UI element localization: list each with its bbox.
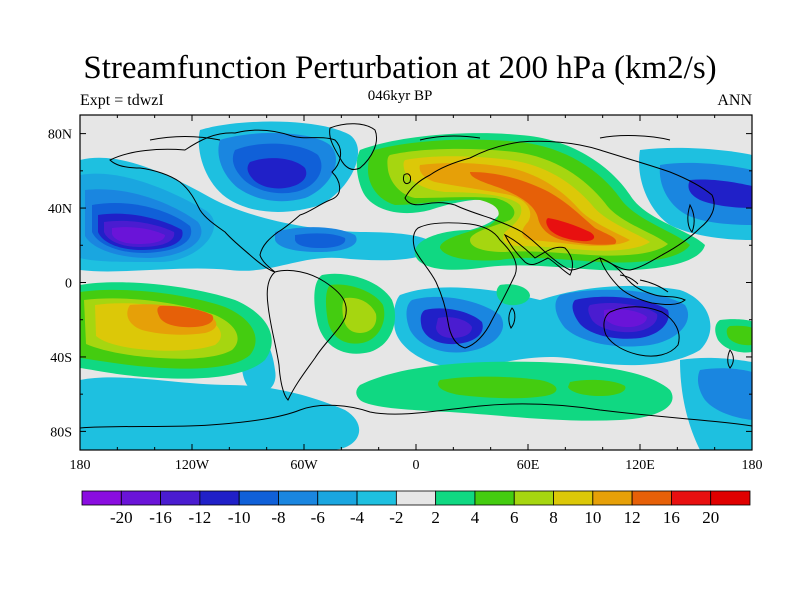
coast-antarctica bbox=[80, 403, 752, 429]
season-label: ANN bbox=[717, 92, 752, 109]
colorbar-swatch bbox=[356, 490, 397, 506]
colorbar-label: 4 bbox=[471, 508, 480, 527]
x-tick-label: 60W bbox=[290, 458, 318, 473]
colorbar-swatch bbox=[317, 490, 358, 506]
colorbar-label: -10 bbox=[228, 508, 251, 527]
coast-arctic-islands bbox=[149, 135, 671, 141]
contour-eu-p20 bbox=[546, 218, 595, 242]
colorbar-swatch bbox=[671, 490, 712, 506]
colorbar-swatch bbox=[435, 490, 476, 506]
coast-new-zealand bbox=[727, 349, 734, 369]
contour-wp-m10 bbox=[688, 179, 752, 208]
colorbar-swatch bbox=[160, 490, 201, 506]
coastlines bbox=[80, 123, 752, 429]
x-tick-label: 60E bbox=[517, 458, 540, 473]
contour-at-m8 bbox=[295, 233, 346, 248]
colorbar-label: 8 bbox=[549, 508, 558, 527]
colorbar-swatch bbox=[631, 490, 672, 506]
colorbar-label: -4 bbox=[350, 508, 365, 527]
coast-north-america bbox=[109, 129, 342, 273]
colorbar-label: 2 bbox=[431, 508, 440, 527]
contour-ca-m12 bbox=[247, 158, 307, 189]
contour-se-m6 bbox=[697, 368, 752, 420]
y-tick-label: 40N bbox=[48, 202, 72, 217]
coast-madagascar bbox=[508, 307, 516, 329]
colorbar-swatch bbox=[474, 490, 515, 506]
x-tick-label: 120W bbox=[175, 458, 210, 473]
contour-eu-p16 bbox=[470, 172, 617, 245]
coast-uk bbox=[403, 173, 411, 185]
colorbar-swatch bbox=[553, 490, 594, 506]
contour-ep-p4 bbox=[726, 325, 752, 346]
contour-so-p4b bbox=[568, 379, 626, 396]
colorbar-label: 12 bbox=[624, 508, 641, 527]
colorbar-swatch bbox=[199, 490, 240, 506]
x-tick-label: 120E bbox=[625, 458, 655, 473]
contour-saf-m12 bbox=[436, 317, 472, 338]
y-tick-label: 40S bbox=[50, 351, 72, 366]
contour-sa-p8 bbox=[342, 297, 377, 333]
colorbar-label: -8 bbox=[271, 508, 285, 527]
x-tick-label: 0 bbox=[413, 458, 420, 473]
colorbar-label: -20 bbox=[110, 508, 133, 527]
colorbar-label: -12 bbox=[189, 508, 212, 527]
colorbar-label: 6 bbox=[510, 508, 519, 527]
colorbar-label: 10 bbox=[584, 508, 601, 527]
coast-eurasia bbox=[404, 140, 715, 271]
x-tick-label: 180 bbox=[70, 458, 91, 473]
colorbar-label: -16 bbox=[149, 508, 172, 527]
coast-se-asia bbox=[599, 257, 686, 306]
colorbar-swatch bbox=[120, 490, 161, 506]
colorbar-label: 20 bbox=[702, 508, 719, 527]
coast-indonesia bbox=[619, 274, 669, 293]
colorbar-label: -2 bbox=[389, 508, 403, 527]
colorbar-swatch bbox=[278, 490, 319, 506]
y-tick-label: 80N bbox=[48, 128, 72, 143]
colorbar-swatch bbox=[592, 490, 633, 506]
y-tick-label: 0 bbox=[65, 277, 72, 292]
colorbar: -20 -16 -12 -10 -8 -6 -4 -2 2 4 6 8 10 12 16 20 bbox=[81, 490, 751, 527]
colorbar-swatch bbox=[710, 490, 751, 506]
x-tick-label: 180 bbox=[742, 458, 763, 473]
contour-sp-m2 bbox=[80, 377, 360, 450]
time-label: 046kyr BP bbox=[367, 88, 433, 104]
coast-australia bbox=[603, 306, 680, 357]
colorbar-label: -6 bbox=[311, 508, 325, 527]
colorbar-swatch bbox=[81, 490, 122, 506]
experiment-label: Expt = tdwzI bbox=[80, 92, 164, 109]
axis-ticks: 180 120W 60W 0 60E 120E 180 80N 40N 0 40S 80S bbox=[48, 115, 763, 473]
colorbar-label: 16 bbox=[663, 508, 680, 527]
y-tick-label: 80S bbox=[50, 425, 72, 440]
coast-africa bbox=[412, 222, 517, 349]
contour-spp-p16 bbox=[157, 305, 214, 328]
coast-greenland bbox=[329, 123, 377, 171]
colorbar-swatch bbox=[395, 490, 437, 506]
coast-arabia-india bbox=[503, 233, 573, 276]
contour-so-p4 bbox=[438, 376, 557, 399]
contour-io-p2 bbox=[496, 284, 530, 306]
coast-south-america bbox=[266, 269, 347, 401]
colorbar-swatch bbox=[513, 490, 554, 506]
coast-japan bbox=[687, 203, 695, 233]
chart-title: Streamfunction Perturbation at 200 hPa (… bbox=[83, 50, 717, 86]
contour-aus-m16 bbox=[604, 308, 647, 327]
colorbar-swatch bbox=[238, 490, 279, 506]
contour-np-m16 bbox=[112, 227, 165, 244]
